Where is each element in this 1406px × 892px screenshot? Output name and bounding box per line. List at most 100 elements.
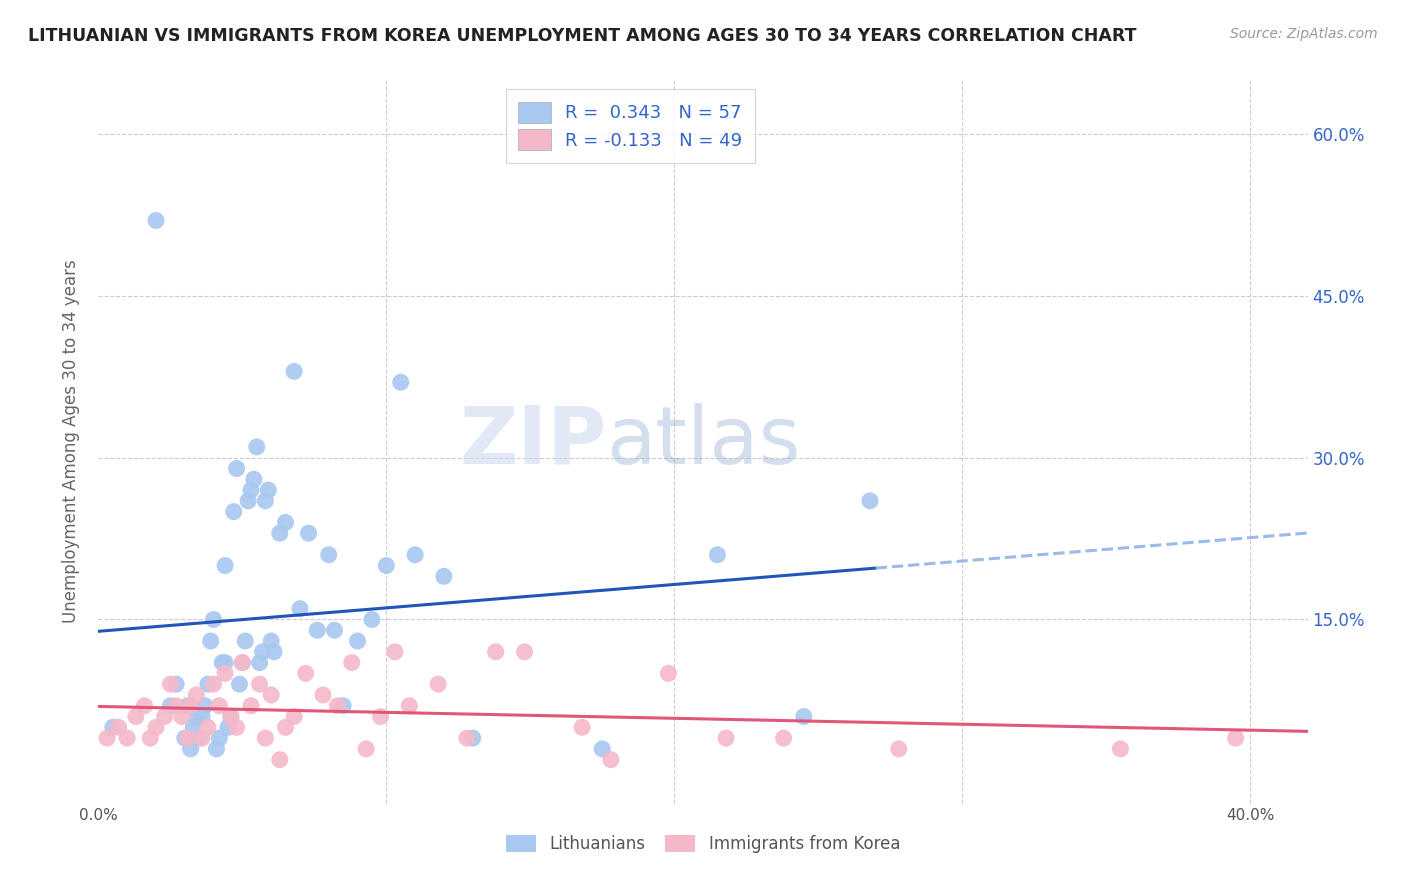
- Point: [236, 493, 259, 508]
- Point: [228, 677, 250, 691]
- Point: [599, 753, 621, 767]
- Point: [240, 698, 263, 713]
- Point: [211, 656, 233, 670]
- Point: [318, 548, 340, 562]
- Point: [243, 472, 266, 486]
- Point: [219, 709, 242, 723]
- Point: [186, 709, 208, 723]
- Point: [214, 656, 236, 670]
- Point: [180, 742, 202, 756]
- Point: [197, 720, 219, 734]
- Point: [706, 548, 728, 562]
- Point: [249, 677, 271, 691]
- Point: [274, 516, 297, 530]
- Point: [125, 709, 148, 723]
- Point: [205, 742, 228, 756]
- Point: [145, 213, 167, 227]
- Point: [197, 677, 219, 691]
- Point: [384, 645, 406, 659]
- Point: [233, 634, 256, 648]
- Point: [219, 709, 242, 723]
- Point: [332, 698, 354, 713]
- Point: [793, 709, 815, 723]
- Point: [657, 666, 679, 681]
- Point: [714, 731, 737, 745]
- Point: [246, 440, 269, 454]
- Point: [170, 709, 193, 723]
- Point: [370, 709, 392, 723]
- Point: [274, 720, 297, 734]
- Point: [260, 688, 283, 702]
- Point: [96, 731, 118, 745]
- Point: [107, 720, 129, 734]
- Point: [354, 742, 377, 756]
- Point: [252, 645, 274, 659]
- Point: [269, 753, 291, 767]
- Point: [139, 731, 162, 745]
- Point: [176, 698, 198, 713]
- Point: [194, 698, 217, 713]
- Point: [115, 731, 138, 745]
- Point: [191, 731, 214, 745]
- Point: [225, 461, 247, 475]
- Point: [427, 677, 450, 691]
- Point: [231, 656, 253, 670]
- Point: [249, 656, 271, 670]
- Point: [283, 709, 305, 723]
- Point: [288, 601, 311, 615]
- Point: [312, 688, 335, 702]
- Point: [145, 720, 167, 734]
- Point: [257, 483, 280, 497]
- Point: [188, 731, 211, 745]
- Point: [180, 698, 202, 713]
- Point: [323, 624, 346, 638]
- Point: [208, 698, 231, 713]
- Point: [326, 698, 349, 713]
- Text: Source: ZipAtlas.com: Source: ZipAtlas.com: [1230, 27, 1378, 41]
- Point: [217, 720, 239, 734]
- Point: [225, 720, 247, 734]
- Point: [404, 548, 426, 562]
- Point: [214, 666, 236, 681]
- Point: [389, 376, 412, 390]
- Legend: Lithuanians, Immigrants from Korea: Lithuanians, Immigrants from Korea: [499, 828, 907, 860]
- Point: [1109, 742, 1132, 756]
- Point: [887, 742, 910, 756]
- Text: atlas: atlas: [606, 402, 800, 481]
- Point: [176, 731, 198, 745]
- Y-axis label: Unemployment Among Ages 30 to 34 years: Unemployment Among Ages 30 to 34 years: [62, 260, 80, 624]
- Point: [1225, 731, 1247, 745]
- Point: [231, 656, 253, 670]
- Point: [269, 526, 291, 541]
- Point: [398, 698, 420, 713]
- Point: [263, 645, 285, 659]
- Point: [202, 612, 225, 626]
- Point: [165, 698, 187, 713]
- Point: [173, 731, 195, 745]
- Point: [222, 505, 245, 519]
- Point: [294, 666, 316, 681]
- Point: [134, 698, 156, 713]
- Point: [240, 483, 263, 497]
- Point: [200, 634, 222, 648]
- Point: [159, 698, 181, 713]
- Text: LITHUANIAN VS IMMIGRANTS FROM KOREA UNEMPLOYMENT AMONG AGES 30 TO 34 YEARS CORRE: LITHUANIAN VS IMMIGRANTS FROM KOREA UNEM…: [28, 27, 1136, 45]
- Point: [859, 493, 882, 508]
- Point: [208, 731, 231, 745]
- Point: [183, 720, 205, 734]
- Point: [307, 624, 329, 638]
- Point: [297, 526, 319, 541]
- Point: [254, 493, 277, 508]
- Point: [772, 731, 794, 745]
- Point: [361, 612, 384, 626]
- Point: [186, 688, 208, 702]
- Point: [461, 731, 484, 745]
- Point: [153, 709, 176, 723]
- Point: [283, 364, 305, 378]
- Text: ZIP: ZIP: [458, 402, 606, 481]
- Point: [346, 634, 368, 648]
- Point: [191, 709, 214, 723]
- Point: [485, 645, 508, 659]
- Point: [375, 558, 398, 573]
- Point: [101, 720, 124, 734]
